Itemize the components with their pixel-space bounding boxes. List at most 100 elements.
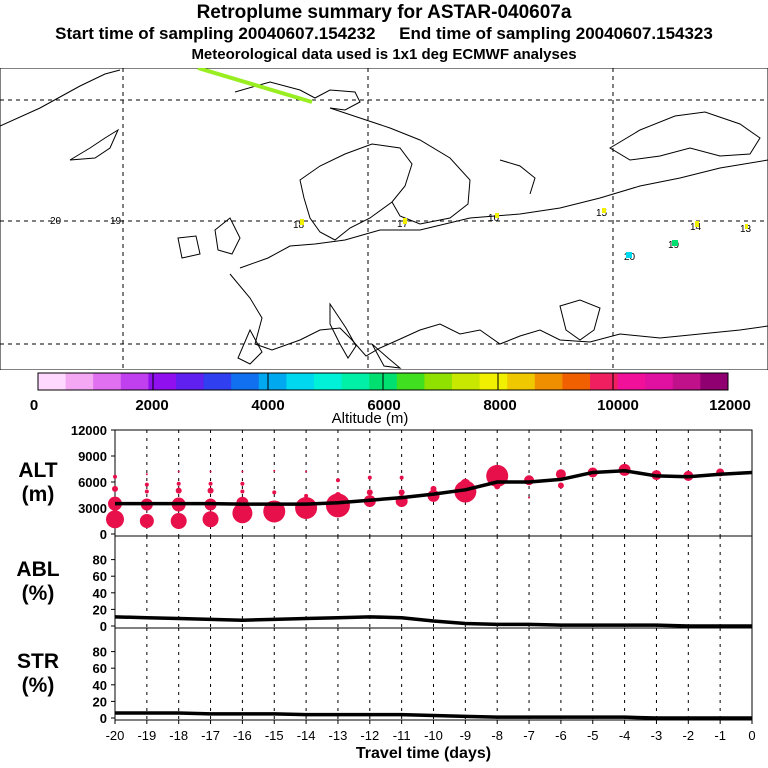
panel-unit-alt: (m) xyxy=(22,483,55,506)
y-tick-label: 6000 xyxy=(78,475,107,490)
cluster-point xyxy=(263,500,286,523)
colorbar-tick-label: 0 xyxy=(30,397,38,414)
colorbar-cell xyxy=(452,373,481,390)
map-day-marker xyxy=(695,221,699,227)
y-tick-label: 0 xyxy=(100,711,107,726)
colorbar-cell xyxy=(65,373,94,390)
colorbar-cell xyxy=(534,373,563,390)
x-tick-label: -12 xyxy=(360,728,379,743)
y-tick-label: 40 xyxy=(93,678,107,693)
cluster-point xyxy=(399,475,404,480)
colorbar-cell xyxy=(93,373,122,390)
colorbar-cell xyxy=(38,373,67,390)
chart-title: Retroplume summary for ASTAR-040607a xyxy=(196,2,572,23)
map-day-marker xyxy=(672,240,678,246)
x-tick-label: -19 xyxy=(137,728,156,743)
x-tick-label: -6 xyxy=(555,728,567,743)
cluster-point xyxy=(398,489,405,496)
x-tick-label: -5 xyxy=(587,728,599,743)
cluster-point xyxy=(430,485,437,492)
map-gridlines xyxy=(0,68,768,370)
map-day-marker xyxy=(300,219,304,225)
series-line-abl xyxy=(114,615,752,628)
colorbar-cell xyxy=(645,373,674,390)
cluster-point xyxy=(295,497,318,519)
y-tick-label: 60 xyxy=(93,569,107,584)
colorbar-cell xyxy=(424,373,453,390)
cluster-point xyxy=(232,503,253,524)
x-tick-label: -3 xyxy=(651,728,663,743)
y-tick-label: 0 xyxy=(100,619,107,634)
x-tick-label: -8 xyxy=(491,728,503,743)
cluster-point xyxy=(460,478,471,489)
y-tick-label: 12000 xyxy=(71,423,107,438)
y-tick-label: 9000 xyxy=(78,449,107,464)
colorbar-label: Altitude (m) xyxy=(332,410,409,427)
colorbar-cell xyxy=(120,373,149,390)
x-tick-label: 0 xyxy=(748,728,755,743)
colorbar-tick-label: 2000 xyxy=(135,397,168,414)
cluster-point xyxy=(304,493,309,498)
start-time-label: Start time of sampling 20040607.154232 xyxy=(55,24,376,43)
colorbar-cell xyxy=(258,373,287,390)
colorbar-cell xyxy=(341,373,370,390)
series-line-alt xyxy=(115,468,753,506)
x-tick-label: -20 xyxy=(106,728,125,743)
cluster-point xyxy=(113,474,117,479)
cluster-point xyxy=(273,469,276,472)
cluster-point xyxy=(145,473,148,476)
colorbar-cell xyxy=(396,373,425,390)
x-tick-label: -16 xyxy=(233,728,252,743)
cluster-point xyxy=(240,481,245,486)
panel-label-alt: ALT xyxy=(18,459,57,482)
cluster-point xyxy=(207,487,214,494)
y-tick-label: 20 xyxy=(93,694,107,709)
colorbar-cell xyxy=(176,373,205,390)
cluster-point xyxy=(176,481,181,486)
x-tick-label: -4 xyxy=(619,728,631,743)
map-day-markers xyxy=(300,208,748,258)
map-day-label: 14 xyxy=(690,222,702,233)
cluster-point xyxy=(555,469,566,480)
cluster-point xyxy=(366,489,373,496)
map-day-label: 13 xyxy=(740,224,752,235)
x-tick-label: -10 xyxy=(424,728,443,743)
panel-label-str: STR xyxy=(17,650,59,673)
y-tick-label: 60 xyxy=(93,661,107,676)
cluster-point xyxy=(240,489,245,494)
panel-frame-str xyxy=(114,627,753,721)
y-tick-label: 20 xyxy=(93,602,107,617)
met-data-label: Meteorological data used is 1x1 deg ECMW… xyxy=(191,46,577,63)
cluster-point xyxy=(241,470,244,473)
x-tick-label: -1 xyxy=(714,728,726,743)
colorbar-tick-label: 10000 xyxy=(597,397,639,414)
colorbar-tick-label: 12000 xyxy=(709,397,751,414)
cluster-point xyxy=(112,485,118,492)
x-tick-label: -18 xyxy=(169,728,188,743)
colorbar-tick-label: 4000 xyxy=(251,397,284,414)
cluster-point xyxy=(494,483,501,490)
map-day-label: 15 xyxy=(596,208,608,219)
colorbar-cell xyxy=(562,373,591,390)
x-tick-label: -7 xyxy=(523,728,535,743)
x-tick-label: -2 xyxy=(683,728,695,743)
colorbar-cell xyxy=(507,373,536,390)
y-tick-label: 40 xyxy=(93,586,107,601)
cluster-point xyxy=(144,489,149,494)
map-day-marker xyxy=(403,218,407,224)
map-day-marker xyxy=(745,224,748,229)
x-tick-label: -17 xyxy=(201,728,220,743)
x-tick-label: -11 xyxy=(393,728,411,743)
trajectory-line xyxy=(197,68,313,104)
x-axis-label: Travel time (days) xyxy=(356,745,491,762)
altitude-colorbar: 0 2000 4000 6000 8000 10000 12000 Altitude (m) xyxy=(30,372,751,427)
cluster-point xyxy=(557,482,564,489)
colorbar-cell xyxy=(617,373,646,390)
colorbar-cell xyxy=(314,373,343,390)
cluster-point xyxy=(175,487,182,494)
cluster-point xyxy=(144,482,149,487)
colorbar-cell xyxy=(231,373,260,390)
colorbar-cell xyxy=(672,373,701,390)
map-day-marker xyxy=(602,208,606,213)
x-tick-label: -15 xyxy=(265,728,284,743)
